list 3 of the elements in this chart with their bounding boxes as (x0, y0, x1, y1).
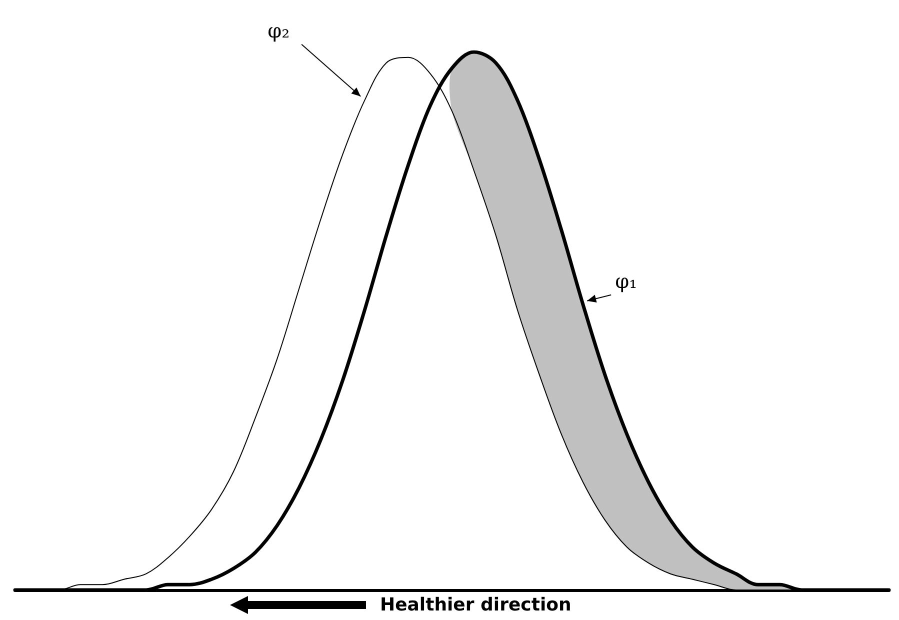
text: Healthier direction (380, 594, 572, 616)
series-label: φ₁ (615, 268, 638, 293)
text: φ₂ (268, 18, 290, 42)
